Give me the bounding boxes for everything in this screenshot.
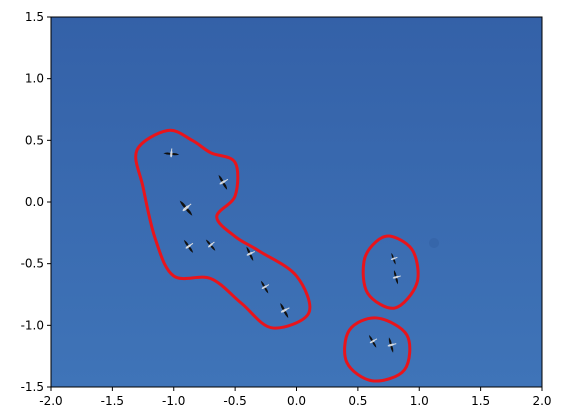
y-tick-label: -1.0 bbox=[21, 318, 44, 332]
bird-neck bbox=[374, 338, 378, 341]
y-tick-label: 1.0 bbox=[25, 72, 44, 86]
bird bbox=[163, 148, 180, 158]
bird bbox=[205, 239, 216, 251]
bird bbox=[246, 246, 255, 262]
y-axis: 1.5 1.0 0.5 0.0 -0.5 -1.0 -1.5 bbox=[21, 10, 51, 394]
bird-body bbox=[182, 205, 190, 212]
y-tick-label: -1.5 bbox=[21, 380, 44, 394]
region-outline bbox=[134, 128, 312, 330]
x-axis: -2.0 -1.5 -1.0 -0.5 0.0 0.5 1.0 1.5 2.0 bbox=[39, 387, 552, 408]
y-tick-label: 1.5 bbox=[25, 10, 44, 24]
bird-neck bbox=[266, 284, 270, 287]
bird-body bbox=[392, 275, 400, 279]
bird-neck bbox=[225, 178, 229, 181]
bird bbox=[179, 200, 193, 216]
bird-body bbox=[390, 257, 397, 260]
bird bbox=[387, 337, 397, 353]
bird-neck bbox=[398, 275, 401, 277]
region-outlines bbox=[134, 128, 420, 383]
x-tick-label: 1.5 bbox=[471, 394, 490, 408]
x-tick-label: -1.0 bbox=[162, 394, 185, 408]
y-tick-label: 0.5 bbox=[25, 133, 44, 147]
y-tick-label: 0.0 bbox=[25, 195, 44, 209]
bird-body bbox=[261, 285, 268, 289]
bird bbox=[260, 280, 270, 294]
plot-area bbox=[51, 17, 542, 387]
bird bbox=[280, 302, 290, 319]
x-tick-label: 0.5 bbox=[348, 394, 367, 408]
x-tick-label: -2.0 bbox=[39, 394, 62, 408]
bird bbox=[368, 334, 378, 348]
bird-body bbox=[387, 343, 395, 347]
bird-neck bbox=[287, 307, 290, 310]
bird-neck bbox=[188, 203, 192, 207]
bird-neck bbox=[393, 343, 397, 345]
bird-body bbox=[170, 150, 173, 158]
bird-body bbox=[280, 308, 288, 313]
bird-neck bbox=[190, 242, 194, 245]
bird bbox=[183, 239, 194, 253]
x-tick-label: 1.0 bbox=[410, 394, 429, 408]
distant-bird-speck bbox=[429, 238, 439, 248]
region-outline bbox=[343, 316, 412, 383]
x-tick-label: -0.5 bbox=[223, 394, 246, 408]
bird-body bbox=[208, 242, 214, 248]
bird-body bbox=[185, 244, 192, 249]
bird-body bbox=[246, 252, 254, 256]
bird bbox=[218, 174, 229, 190]
x-tick-label: -1.5 bbox=[101, 394, 124, 408]
y-tick-label: -0.5 bbox=[21, 257, 44, 271]
bird bbox=[390, 252, 398, 265]
region-outline bbox=[361, 234, 420, 310]
x-tick-label: 0.0 bbox=[287, 394, 306, 408]
bird-neck bbox=[395, 256, 398, 259]
bird-neck bbox=[252, 251, 255, 253]
bird bbox=[392, 270, 401, 285]
x-tick-label: 2.0 bbox=[532, 394, 551, 408]
sky-photo bbox=[51, 17, 542, 387]
bird-body bbox=[369, 339, 376, 344]
bird-neck bbox=[212, 241, 215, 244]
birds-layer bbox=[163, 148, 401, 353]
bird-body bbox=[219, 180, 227, 185]
